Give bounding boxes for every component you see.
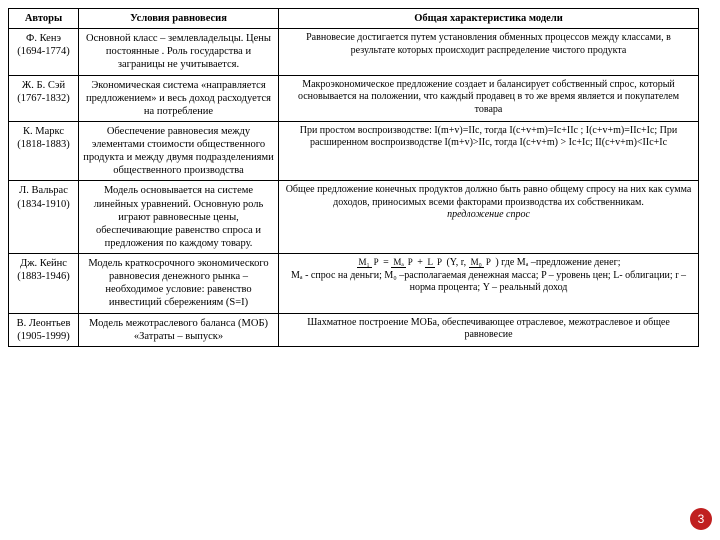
formula: M₁P = MₐP + LP (Y, r, M₀P ) xyxy=(357,257,502,268)
table-row: В. Леонтьев (1905-1999) Модель межотрасл… xyxy=(9,313,699,346)
author-cell: Ж. Б. Сэй (1767-1832) xyxy=(9,75,79,121)
header-conditions: Условия равновесия xyxy=(79,9,279,29)
author-cell: Дж. Кейнс (1883-1946) xyxy=(9,254,79,314)
conditions-cell: Экономическая система «направляется пред… xyxy=(79,75,279,121)
characteristics-cell: Равновесие достигается путем установлени… xyxy=(279,29,699,75)
characteristics-cell: При простом воспроизводстве: I(m+v)=IIc,… xyxy=(279,121,699,181)
author-cell: Ф. Кенэ (1694-1774) xyxy=(9,29,79,75)
characteristics-cell: Макроэкономическое предложение создает и… xyxy=(279,75,699,121)
table-row: Ф. Кенэ (1694-1774) Основной класс – зем… xyxy=(9,29,699,75)
char-italic-text: предложение спрос xyxy=(447,209,530,220)
conditions-cell: Основной класс – землевладельцы. Цены по… xyxy=(79,29,279,75)
equilibrium-models-table: Авторы Условия равновесия Общая характер… xyxy=(8,8,699,347)
char-main-text: Общее предложение конечных продуктов дол… xyxy=(286,184,692,208)
conditions-cell: Обеспечение равновесия между элементами … xyxy=(79,121,279,181)
table-row: Дж. Кейнс (1883-1946) Модель краткосрочн… xyxy=(9,254,699,314)
conditions-cell: Модель межотраслевого баланса (МОБ) «Зат… xyxy=(79,313,279,346)
author-cell: К. Маркс (1818-1883) xyxy=(9,121,79,181)
table-row: Л. Вальрас (1834-1910) Модель основывает… xyxy=(9,181,699,254)
char-rest-text: Mₐ - спрос на деньги; M₀ –располагаемая … xyxy=(291,270,686,294)
table-row: К. Маркс (1818-1883) Обеспечение равнове… xyxy=(9,121,699,181)
characteristics-cell: Шахматное построение МОБа, обеспечивающе… xyxy=(279,313,699,346)
conditions-cell: Модель краткосрочного экономического рав… xyxy=(79,254,279,314)
header-characteristics: Общая характеристика модели xyxy=(279,9,699,29)
table-row: Ж. Б. Сэй (1767-1832) Экономическая сист… xyxy=(9,75,699,121)
characteristics-cell: M₁P = MₐP + LP (Y, r, M₀P ) где Mₐ –пред… xyxy=(279,254,699,314)
header-authors: Авторы xyxy=(9,9,79,29)
author-cell: В. Леонтьев (1905-1999) xyxy=(9,313,79,346)
characteristics-cell: Общее предложение конечных продуктов дол… xyxy=(279,181,699,254)
after-formula-text: где Mₐ –предложение денег; xyxy=(501,257,620,268)
conditions-cell: Модель основывается на системе линейных … xyxy=(79,181,279,254)
page-number-badge: 3 xyxy=(690,508,712,530)
author-cell: Л. Вальрас (1834-1910) xyxy=(9,181,79,254)
